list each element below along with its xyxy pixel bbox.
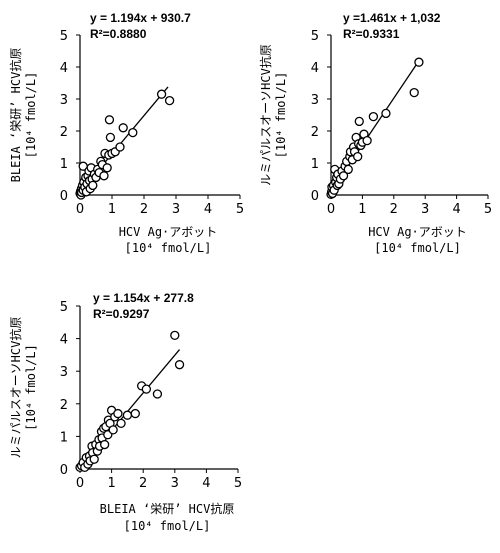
x-tick-label: 4 <box>202 476 210 491</box>
data-point <box>141 384 152 394</box>
y-tick-label: 4 <box>60 333 68 348</box>
y-tick-label: 3 <box>311 93 319 108</box>
data-point <box>105 132 116 143</box>
x-axis-label: HCV Ag·アボット <box>119 225 218 239</box>
y-tick-label: 4 <box>311 61 319 76</box>
data-point <box>130 408 140 419</box>
data-point <box>338 171 349 181</box>
x-tick-label: 1 <box>358 202 366 217</box>
x-tick-label: 0 <box>76 476 84 491</box>
data-point <box>88 180 98 191</box>
x-tick-label: 3 <box>421 202 429 217</box>
x-tick-label: 2 <box>390 202 398 217</box>
y-axis-label: ルミパルスオーソHCV抗原 <box>258 44 273 186</box>
data-point <box>409 87 419 98</box>
data-point <box>164 95 175 106</box>
x-axis-label: HCV Ag·アボット <box>368 225 467 239</box>
data-point <box>343 164 353 175</box>
y-axis-unit: [10⁴ fmol/L] <box>24 344 38 431</box>
y-tick-label: 0 <box>60 189 68 204</box>
data-point <box>156 89 167 99</box>
data-point <box>122 410 133 420</box>
x-tick-label: 0 <box>327 202 335 217</box>
x-tick-label: 5 <box>234 476 242 491</box>
y-tick-label: 3 <box>60 365 68 380</box>
x-tick-label: 5 <box>484 202 492 217</box>
x-tick-label: 1 <box>107 476 115 491</box>
x-tick-label: 3 <box>171 476 179 491</box>
x-tick-label: 0 <box>76 202 84 217</box>
y-tick-label: 1 <box>60 157 68 172</box>
data-point <box>414 57 424 67</box>
x-tick-label: 2 <box>140 202 148 217</box>
data-point <box>108 425 118 435</box>
x-tick-label: 3 <box>172 202 180 217</box>
y-tick-label: 5 <box>311 29 319 44</box>
y-axis-unit: [10⁴ fmol/L] <box>274 72 288 159</box>
r-squared-label: R²=0.9297 <box>93 307 150 321</box>
x-tick-label: 1 <box>108 202 116 217</box>
y-tick-label: 0 <box>311 189 319 204</box>
x-axis-unit: [10⁴ fmol/L] <box>374 241 461 255</box>
data-point <box>99 439 110 450</box>
data-point <box>170 330 180 340</box>
x-tick-label: 4 <box>204 202 212 217</box>
y-axis-label: ルミパルスオーソHCV抗原 <box>8 317 23 459</box>
data-point <box>368 111 379 122</box>
y-tick-label: 2 <box>311 125 319 140</box>
data-point <box>116 418 126 429</box>
y-tick-label: 4 <box>60 61 68 76</box>
data-point <box>152 389 163 399</box>
y-tick-label: 3 <box>60 93 68 108</box>
y-axis-unit: [10⁴ fmol/L] <box>24 72 38 159</box>
data-point <box>104 115 115 125</box>
x-tick-label: 4 <box>452 202 460 217</box>
data-point <box>354 116 364 127</box>
x-axis-label: BLEIA ‘栄研’ HCV抗原 <box>100 501 235 516</box>
y-tick-label: 0 <box>60 463 68 478</box>
x-axis-unit: [10⁴ fmol/L] <box>124 519 211 533</box>
data-point <box>381 108 391 119</box>
y-tick-label: 5 <box>60 300 68 315</box>
r-squared-label: R²=0.9331 <box>343 27 400 41</box>
data-point <box>113 408 123 419</box>
regression-equation: y = 1.194x + 930.7 <box>90 11 191 25</box>
data-point <box>89 454 99 464</box>
regression-equation: y = 1.154x + 277.8 <box>93 291 194 305</box>
data-point <box>115 142 125 152</box>
y-tick-label: 1 <box>311 157 319 172</box>
y-tick-label: 5 <box>60 29 68 44</box>
data-point <box>99 171 109 181</box>
data-point <box>174 360 185 370</box>
x-axis-unit: [10⁴ fmol/L] <box>125 241 212 255</box>
y-tick-label: 2 <box>60 125 68 140</box>
y-tick-label: 2 <box>60 398 68 413</box>
y-axis-label: BLEIA ‘栄研’ HCV抗原 <box>8 48 23 183</box>
r-squared-label: R²=0.8880 <box>90 27 147 41</box>
x-tick-label: 2 <box>139 476 147 491</box>
data-point <box>128 127 138 138</box>
regression-equation: y =1.461x + 1,032 <box>343 11 441 25</box>
data-point <box>118 123 128 133</box>
data-point <box>353 151 363 162</box>
x-tick-label: 5 <box>236 202 244 217</box>
data-point <box>362 135 372 146</box>
y-tick-label: 1 <box>60 430 68 445</box>
data-point <box>102 163 112 173</box>
